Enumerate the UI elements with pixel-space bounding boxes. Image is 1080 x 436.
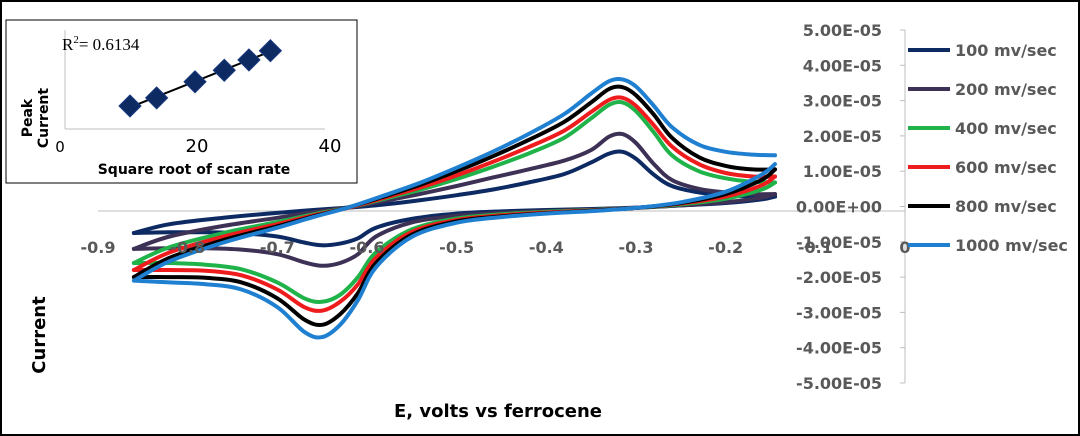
x-tick-label: -0.5 xyxy=(439,238,474,257)
y-tick-label: 1.00E-05 xyxy=(803,162,882,181)
y-tick-label: 3.00E-05 xyxy=(803,92,882,111)
inset-annotation: R2= 0.6134 xyxy=(62,34,140,54)
inset-point xyxy=(237,48,261,72)
y-axis-title: Current xyxy=(29,296,50,374)
series-line-100-mv-sec-forward xyxy=(131,149,777,235)
legend-label: 100 mv/sec xyxy=(955,41,1057,60)
inset-point xyxy=(258,39,283,63)
x-tick-label: -0.1 xyxy=(798,238,833,257)
inset-x-tick-20: 20 xyxy=(186,136,209,157)
series-line-1000-mv-sec-reverse xyxy=(131,162,777,340)
y-tick-label: -1.00E-05 xyxy=(796,233,882,252)
legend-label: 800 mv/sec xyxy=(955,197,1057,216)
y-tick-label: -4.00E-05 xyxy=(796,339,882,358)
y-tick-labels: 5.00E-05 4.00E-05 3.00E-05 2.00E-05 1.00E-05… xyxy=(796,21,882,393)
series-line-200-mv-sec-forward xyxy=(131,131,777,251)
y-tick-label: 4.00E-05 xyxy=(803,56,882,75)
y-tick-label: -5.00E-05 xyxy=(796,374,882,393)
inset-point xyxy=(144,86,169,110)
x-tick-label: -0.8 xyxy=(170,238,205,257)
inset-point xyxy=(118,94,142,118)
y-tick-label: -3.00E-05 xyxy=(796,303,882,322)
x-tick-label: -0.7 xyxy=(260,238,295,257)
inset-border xyxy=(5,19,358,184)
y-tick-label: 0.00E+00 xyxy=(796,198,882,217)
x-tick-label: -0.6 xyxy=(350,238,385,257)
inset-annotation-sup: 2 xyxy=(73,34,79,46)
inset-x-axis-title: Square root of scan rate xyxy=(98,162,291,178)
inset-plot-area xyxy=(118,39,283,118)
inset-y-tick-0: 0 xyxy=(55,138,65,156)
inset-y-axis-title: PeakCurrent xyxy=(20,88,52,149)
x-tick-label: -0.4 xyxy=(529,238,564,257)
inset-point xyxy=(183,70,207,94)
legend-label: 600 mv/sec xyxy=(955,158,1057,177)
y-tick-label: 2.00E-05 xyxy=(803,127,882,146)
x-tick-label: -0.2 xyxy=(708,238,743,257)
y-tick-label: -2.00E-05 xyxy=(796,268,882,287)
inset-chart: R2= 0.6134 20 40 0 PeakCurrent Square ro… xyxy=(5,19,358,184)
y-tick-label: 5.00E-05 xyxy=(803,21,882,40)
legend-label: 1000 mv/sec xyxy=(955,236,1068,255)
x-axis-title: E, volts vs ferrocene xyxy=(394,401,602,422)
inset-x-tick-40: 40 xyxy=(319,136,342,157)
x-tick-label: 0 xyxy=(899,238,910,257)
plot-area xyxy=(131,76,777,340)
x-tick-label: -0.3 xyxy=(619,238,654,257)
x-tick-label: -0.9 xyxy=(81,238,116,257)
series-line-1000-mv-sec-forward xyxy=(131,76,777,283)
inset-point xyxy=(212,58,236,82)
legend: 100 mv/sec 200 mv/sec 400 mv/sec 600 mv/sec… xyxy=(908,41,1068,255)
legend-label: 200 mv/sec xyxy=(955,80,1057,99)
x-tick-labels: -0.9 -0.8 -0.7 -0.6 -0.5 -0.4 -0.3 -0.2 -0.1 0 xyxy=(81,238,911,257)
y-axis-ticks xyxy=(900,29,905,384)
legend-label: 400 mv/sec xyxy=(955,119,1057,138)
